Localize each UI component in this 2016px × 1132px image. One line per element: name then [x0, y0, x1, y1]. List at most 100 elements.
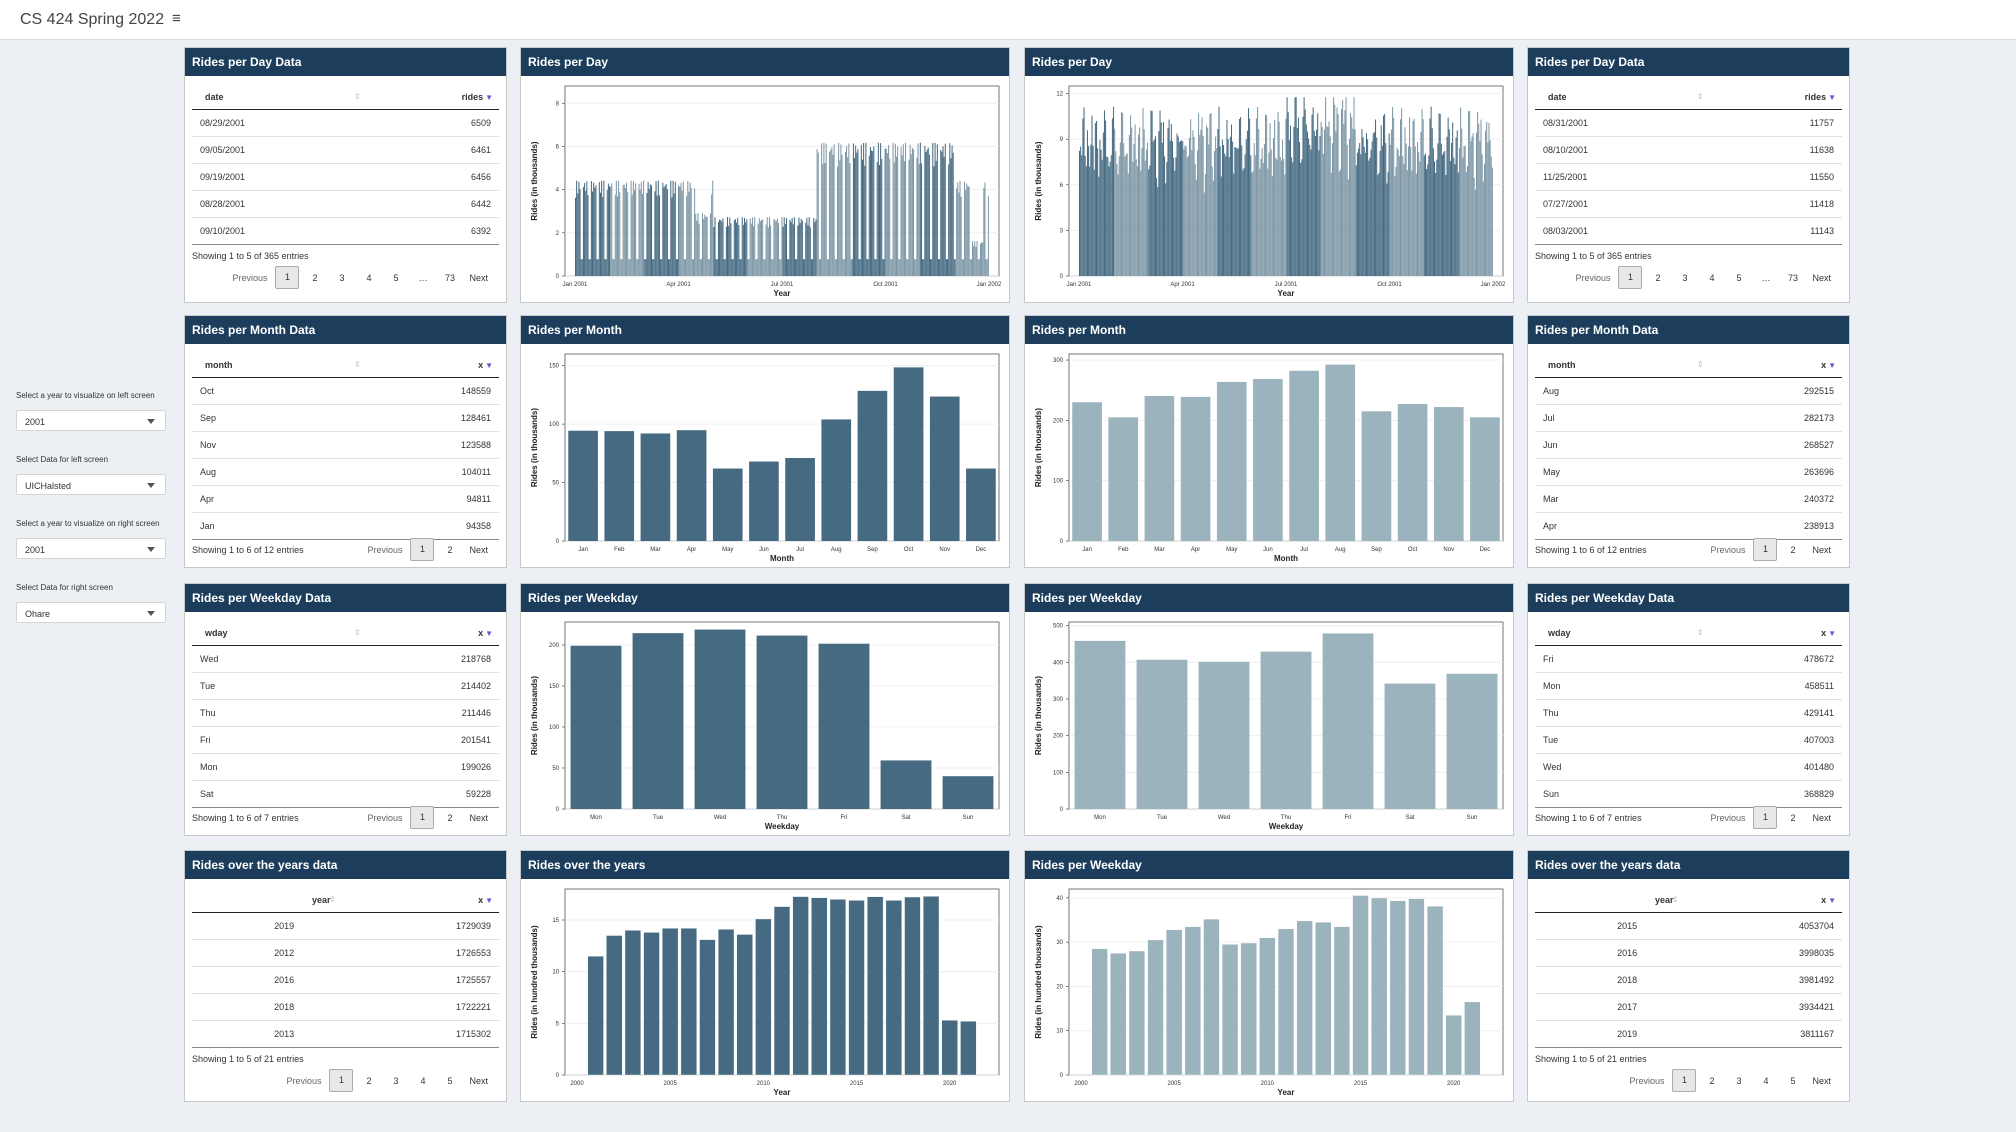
- left-year-select[interactable]: 2001: [16, 410, 166, 431]
- bar: [1289, 125, 1291, 276]
- left-data-select[interactable]: UICHalsted: [16, 474, 166, 495]
- bar: [1428, 155, 1430, 276]
- pagination-page[interactable]: 5: [393, 272, 399, 283]
- column-header-sorted[interactable]: x ▼: [478, 895, 493, 905]
- pagination-next[interactable]: Next: [469, 1075, 488, 1086]
- pagination-next[interactable]: Next: [469, 272, 488, 283]
- sort-icon[interactable]: ⇕: [354, 92, 361, 101]
- pagination-page[interactable]: 2: [1709, 1075, 1715, 1086]
- pagination-previous[interactable]: Previous: [1629, 1075, 1665, 1086]
- column-header[interactable]: wday: [1548, 628, 1571, 638]
- pagination-next[interactable]: Next: [1812, 272, 1831, 283]
- pagination-page[interactable]: 2: [447, 544, 453, 555]
- column-header[interactable]: wday: [205, 628, 228, 638]
- pagination-page[interactable]: 1: [1753, 806, 1778, 829]
- pagination-page[interactable]: 3: [393, 1075, 399, 1086]
- pagination-page[interactable]: 3: [1682, 272, 1688, 283]
- sort-icon[interactable]: ⇕: [1672, 895, 1679, 904]
- pagination-next[interactable]: Next: [469, 544, 488, 555]
- sort-icon[interactable]: ⇕: [1697, 92, 1704, 101]
- table-cell: 4053704: [1798, 921, 1834, 931]
- pagination-page[interactable]: 1: [410, 538, 435, 561]
- bar: [602, 197, 604, 276]
- pagination-page[interactable]: 4: [1763, 1075, 1769, 1086]
- pagination-page[interactable]: 2: [1790, 544, 1796, 555]
- pagination-page[interactable]: 1: [275, 266, 300, 289]
- bar: [590, 181, 592, 276]
- pagination-page[interactable]: …: [418, 272, 428, 283]
- bar: [612, 259, 614, 276]
- pagination-page[interactable]: 2: [366, 1075, 372, 1086]
- bar: [1481, 154, 1483, 276]
- pagination-page[interactable]: 2: [447, 812, 453, 823]
- column-header-sorted[interactable]: x ▼: [1821, 895, 1836, 905]
- pagination-page[interactable]: 2: [312, 272, 318, 283]
- pagination-next[interactable]: Next: [469, 812, 488, 823]
- column-header-sorted[interactable]: rides ▼: [462, 92, 493, 102]
- bar: [1445, 174, 1447, 276]
- column-header[interactable]: month: [205, 360, 233, 370]
- bar: [1482, 181, 1484, 276]
- right-data-select[interactable]: Ohare: [16, 602, 166, 623]
- pagination-page[interactable]: 5: [1736, 272, 1742, 283]
- pagination-previous[interactable]: Previous: [1575, 272, 1611, 283]
- pagination-page[interactable]: 3: [1736, 1075, 1742, 1086]
- bar: [744, 217, 746, 276]
- pagination-page[interactable]: 5: [1790, 1075, 1796, 1086]
- column-header-sorted[interactable]: x ▼: [478, 360, 493, 370]
- pagination-page[interactable]: 1: [1753, 538, 1778, 561]
- column-header[interactable]: date: [205, 92, 224, 102]
- pagination-page[interactable]: 4: [366, 272, 372, 283]
- pagination: Previous 1 2 3 4 5 … 73 Next: [226, 266, 494, 289]
- hamburger-icon[interactable]: ≡: [172, 10, 181, 27]
- bar: [1144, 396, 1175, 541]
- pagination-page[interactable]: 1: [1618, 266, 1643, 289]
- pagination-page[interactable]: 73: [1787, 272, 1798, 283]
- pagination-previous[interactable]: Previous: [367, 812, 403, 823]
- pagination-page[interactable]: 1: [1672, 1069, 1697, 1092]
- pagination-page[interactable]: 5: [447, 1075, 453, 1086]
- pagination-page[interactable]: 1: [410, 806, 435, 829]
- bar: [1480, 119, 1482, 276]
- pagination-previous[interactable]: Previous: [367, 544, 403, 555]
- pagination-page[interactable]: 2: [1655, 272, 1661, 283]
- x-tick-label: Sep: [867, 547, 878, 553]
- right-year-select[interactable]: 2001: [16, 538, 166, 559]
- bars: [575, 142, 989, 276]
- pagination-page[interactable]: …: [1761, 272, 1771, 283]
- bar: [1137, 134, 1140, 276]
- sort-icon[interactable]: ⇕: [354, 360, 361, 369]
- column-header-sorted[interactable]: rides ▼: [1805, 92, 1836, 102]
- pagination-page[interactable]: 4: [1709, 272, 1715, 283]
- pagination-page[interactable]: 2: [1790, 812, 1796, 823]
- column-header[interactable]: date: [1548, 92, 1567, 102]
- sort-icon[interactable]: ⇕: [1697, 360, 1704, 369]
- pagination-page[interactable]: 3: [339, 272, 345, 283]
- sort-icon[interactable]: ⇕: [354, 628, 361, 637]
- pagination-previous[interactable]: Previous: [286, 1075, 322, 1086]
- pagination-page[interactable]: 73: [444, 272, 455, 283]
- pagination-next[interactable]: Next: [1812, 812, 1831, 823]
- pagination-next[interactable]: Next: [1812, 1075, 1831, 1086]
- column-header[interactable]: month: [1548, 360, 1576, 370]
- sort-icon[interactable]: ⇕: [329, 895, 336, 904]
- column-header-sorted[interactable]: x ▼: [1821, 360, 1836, 370]
- column-header[interactable]: year: [1655, 895, 1674, 905]
- column-header-sorted[interactable]: x ▼: [1821, 628, 1836, 638]
- pagination-previous[interactable]: Previous: [1710, 544, 1746, 555]
- y-axis-title: Rides (in hundred thousands): [530, 925, 539, 1039]
- bar: [1175, 157, 1177, 276]
- sort-icon[interactable]: ⇕: [1697, 628, 1704, 637]
- x-tick-label: Oct 2001: [873, 282, 898, 288]
- bar: [673, 193, 675, 276]
- x-tick-label: Aug: [831, 547, 842, 553]
- pagination-next[interactable]: Next: [1812, 544, 1831, 555]
- pagination-page[interactable]: 4: [420, 1075, 426, 1086]
- column-header-sorted[interactable]: x ▼: [478, 628, 493, 638]
- bar: [1402, 156, 1404, 276]
- pagination-page[interactable]: 1: [329, 1069, 354, 1092]
- pagination-previous[interactable]: Previous: [1710, 812, 1746, 823]
- pagination-previous[interactable]: Previous: [232, 272, 268, 283]
- table-cell: 11550: [1809, 172, 1834, 182]
- column-header[interactable]: year: [312, 895, 331, 905]
